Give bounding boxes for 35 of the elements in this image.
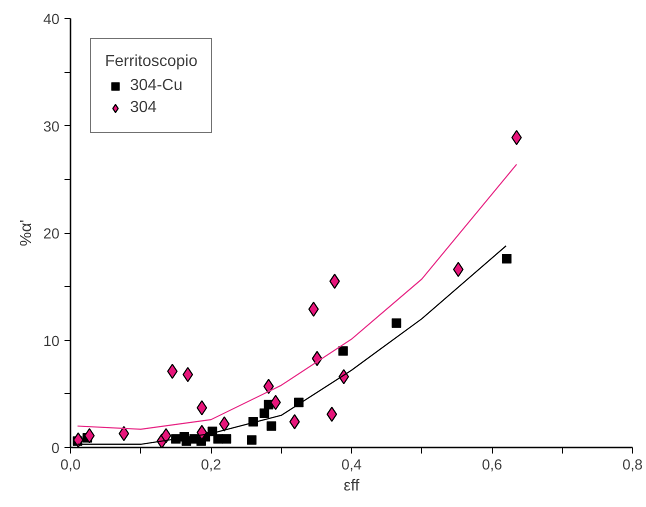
- legend-title: Ferritoscopio: [105, 53, 198, 71]
- point: [84, 428, 95, 444]
- line-series: [76, 164, 518, 430]
- point: [294, 398, 304, 408]
- y-tick-label: 0: [51, 441, 60, 457]
- point: [338, 346, 348, 356]
- legend-label: 304-Cu: [130, 77, 182, 95]
- point: [266, 421, 276, 431]
- x-tick-label: 0,2: [200, 458, 222, 474]
- y-axis-title: %α': [18, 220, 36, 246]
- point: [246, 435, 256, 445]
- point: [263, 378, 274, 394]
- y-tick-label: 20: [43, 226, 60, 242]
- point: [222, 434, 232, 444]
- legend-label: 304: [130, 99, 157, 117]
- point: [160, 428, 172, 444]
- x-tick-label: 0,8: [622, 458, 643, 474]
- point: [308, 302, 319, 317]
- x-tick-label: 0,4: [341, 458, 362, 474]
- point: [72, 432, 84, 448]
- point: [196, 400, 208, 416]
- point: [289, 414, 300, 430]
- point: [502, 254, 512, 264]
- point: [260, 408, 270, 418]
- y-tick-label: 10: [43, 334, 60, 350]
- x-axis-title: εff: [344, 478, 360, 494]
- y-tick-label: 40: [43, 12, 60, 28]
- point: [213, 434, 223, 444]
- y-tick-label: 30: [43, 119, 60, 136]
- point: [326, 406, 338, 422]
- point: [392, 318, 402, 328]
- point: [329, 274, 340, 289]
- x-tick-label: 0,6: [482, 458, 502, 474]
- x-tick-label: 0,0: [60, 458, 81, 474]
- point: [167, 364, 178, 379]
